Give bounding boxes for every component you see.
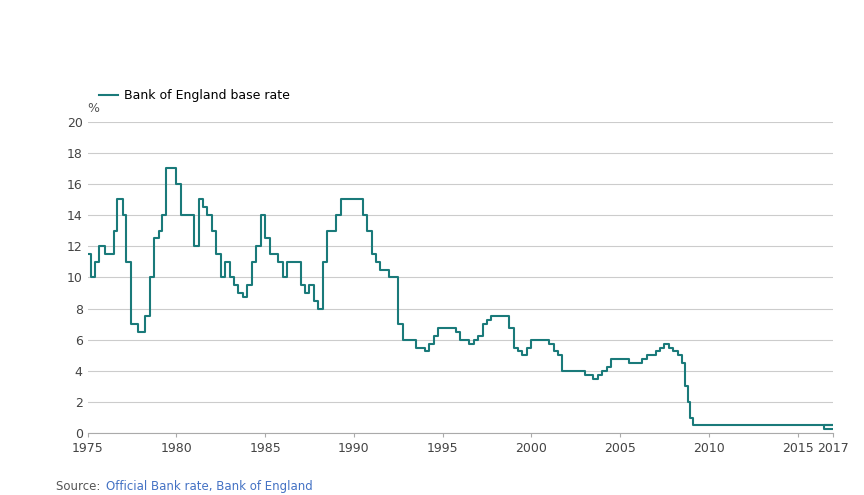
Text: Source:: Source: (56, 480, 105, 493)
Legend: Bank of England base rate: Bank of England base rate (94, 84, 295, 107)
Text: Official Bank rate, Bank of England: Official Bank rate, Bank of England (106, 480, 313, 493)
Text: %: % (87, 102, 99, 115)
